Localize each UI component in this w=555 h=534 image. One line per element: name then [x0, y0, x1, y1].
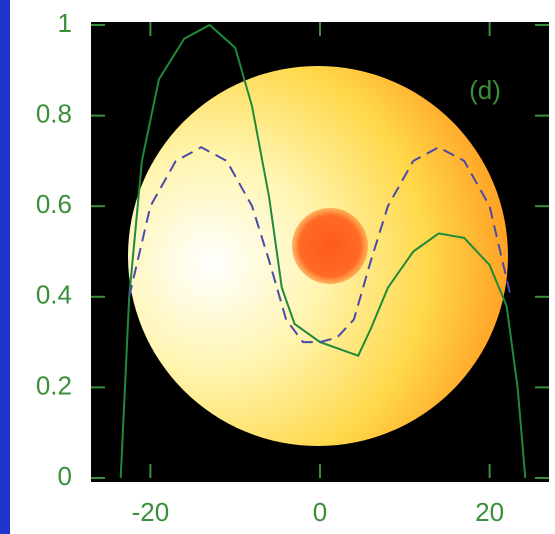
y-tick-label: 0: [58, 461, 72, 491]
y-tick-label: 0.4: [36, 280, 72, 310]
x-tick-label: 0: [313, 497, 327, 527]
plot-layer: [91, 22, 549, 479]
x-tick-label: 20: [475, 497, 504, 527]
annotation: (d): [469, 75, 501, 105]
x-tick-label: -20: [132, 497, 170, 527]
series-line: [128, 146, 512, 344]
central-spot: [292, 208, 368, 284]
y-tick-label: 0.2: [36, 370, 72, 400]
side-strip: [0, 0, 10, 534]
y-tick-label: 0.8: [36, 98, 72, 128]
y-tick-label: 0.6: [36, 189, 72, 219]
y-tick-label: 1: [58, 8, 72, 38]
